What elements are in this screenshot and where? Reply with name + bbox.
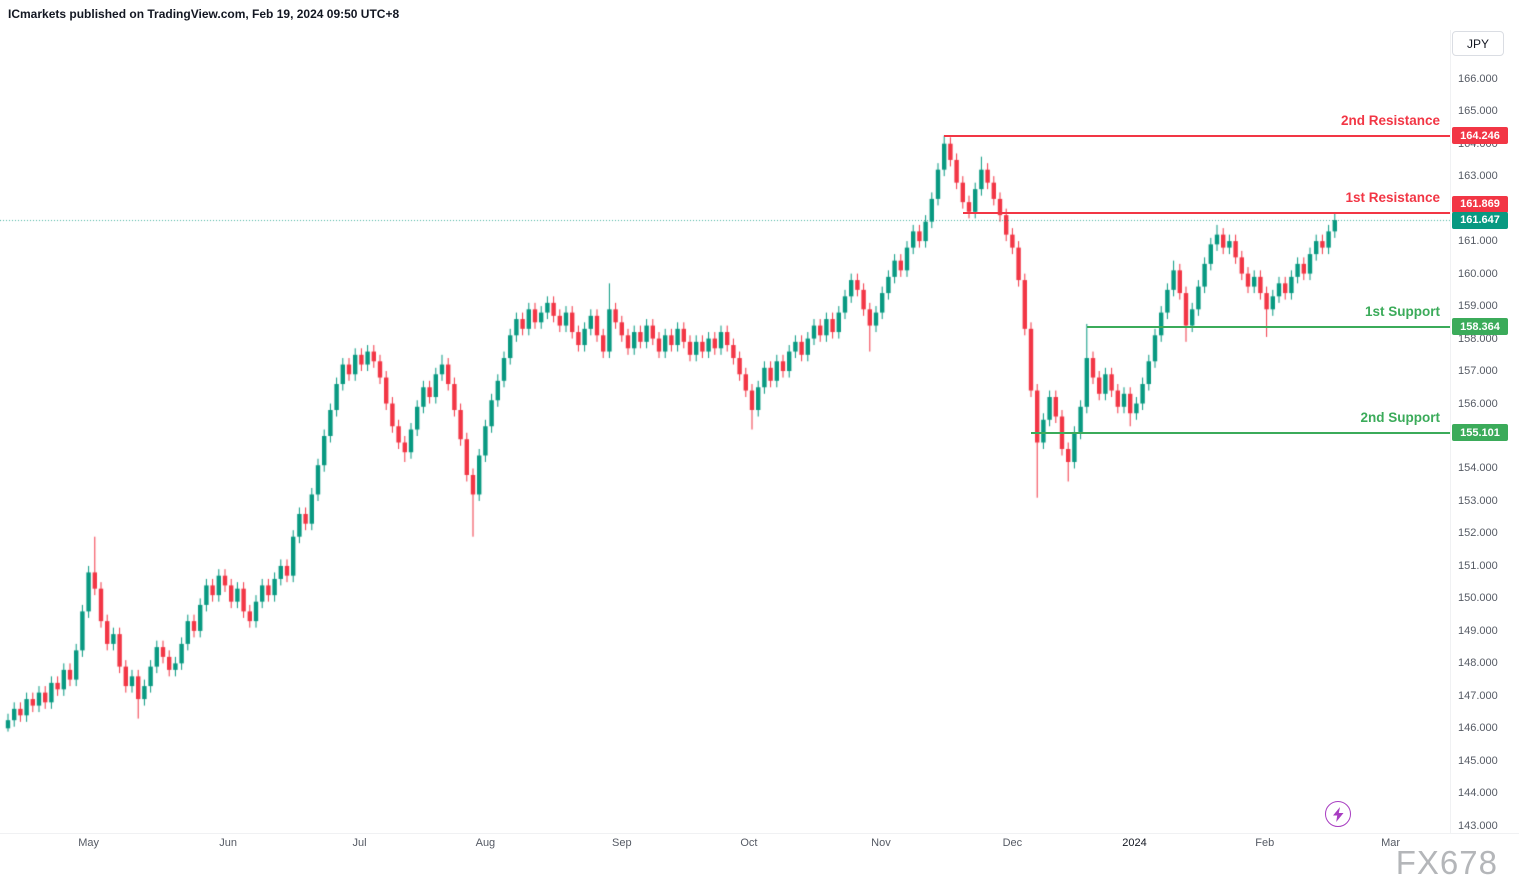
time-axis-label: Jun (219, 837, 237, 849)
time-axis-label: May (78, 837, 99, 849)
price-axis-label: 146.000 (1458, 722, 1498, 735)
first-resistance-price-badge: 161.869 (1452, 195, 1508, 213)
price-axis-label: 161.000 (1458, 235, 1498, 248)
price-axis-label: 143.000 (1458, 819, 1498, 832)
price-axis-label: 158.000 (1458, 332, 1498, 345)
price-axis-label: 144.000 (1458, 787, 1498, 800)
current-price-badge: 161.647 (1452, 211, 1508, 229)
price-axis-label: 153.000 (1458, 494, 1498, 507)
watermark: FX678 (1395, 844, 1498, 881)
currency-button[interactable]: JPY (1452, 31, 1504, 56)
time-axis-label: 2024 (1122, 837, 1147, 849)
time-axis-label: Feb (1255, 837, 1275, 849)
first-support-price-badge: 158.364 (1452, 318, 1508, 336)
first-support-line[interactable] (1086, 325, 1450, 328)
price-axis-label: 166.000 (1458, 72, 1498, 85)
price-axis-label: 160.000 (1458, 267, 1498, 280)
price-axis-separator (1450, 30, 1451, 833)
price-axis-label: 165.000 (1458, 105, 1498, 118)
time-axis-label: Sep (612, 837, 632, 849)
lightning-button[interactable] (1325, 801, 1351, 827)
second-support-price-badge: 155.101 (1452, 424, 1508, 442)
time-axis-label: Nov (871, 837, 891, 849)
time-axis-label: Dec (1002, 837, 1023, 849)
currency-label: JPY (1466, 36, 1489, 51)
first-resistance-label: 1st Resistance (1345, 189, 1440, 205)
price-axis-label: 156.000 (1458, 397, 1498, 410)
price-axis-label: 151.000 (1458, 559, 1498, 572)
price-axis-label: 154.000 (1458, 462, 1498, 475)
price-axis-label: 149.000 (1458, 624, 1498, 637)
publish-info: published on TradingView.com, Feb 19, 20… (66, 7, 400, 21)
price-axis-label: 163.000 (1458, 170, 1498, 183)
second-resistance-line[interactable] (944, 134, 1450, 137)
time-axis-label: Jul (352, 837, 367, 849)
time-axis-label: Aug (475, 837, 496, 849)
time-axis-label: Mar (1381, 837, 1401, 849)
price-axis-label: 157.000 (1458, 365, 1498, 378)
first-support-label: 1st Support (1364, 303, 1440, 319)
price-axis-label: 147.000 (1458, 689, 1498, 702)
price-axis-label: 148.000 (1458, 657, 1498, 670)
second-resistance-price-badge: 164.246 (1452, 127, 1508, 145)
first-resistance-line[interactable] (962, 211, 1450, 214)
publisher-name: ICmarkets (8, 7, 67, 21)
price-axis-label: 152.000 (1458, 527, 1498, 540)
chart-attribution: ICmarkets published on TradingView.com, … (8, 7, 399, 21)
second-resistance-label: 2nd Resistance (1340, 112, 1440, 128)
second-support-line[interactable] (1031, 431, 1450, 434)
time-axis-label: Oct (740, 837, 758, 849)
price-axis-label: 150.000 (1458, 592, 1498, 605)
time-axis-separator (0, 833, 1519, 834)
lightning-bolt-icon (1332, 806, 1343, 822)
price-axis-label: 159.000 (1458, 300, 1498, 313)
second-support-label: 2nd Support (1360, 409, 1441, 425)
price-axis-label: 145.000 (1458, 754, 1498, 767)
